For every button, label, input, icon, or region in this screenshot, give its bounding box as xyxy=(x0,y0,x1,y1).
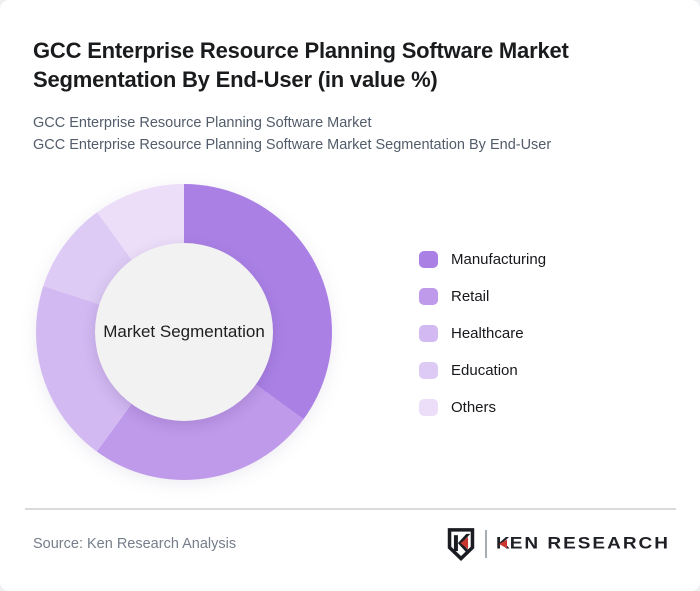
legend-swatch-others xyxy=(419,399,438,416)
logo-separator xyxy=(484,530,487,558)
subtitle-line-2: GCC Enterprise Resource Planning Softwar… xyxy=(33,136,552,153)
legend-label: Manufacturing xyxy=(451,251,547,268)
subtitle-line-1: GCC Enterprise Resource Planning Softwar… xyxy=(33,115,372,131)
footer-divider xyxy=(25,508,676,510)
legend-item-others[interactable]: Others xyxy=(419,399,546,416)
ken-research-wordmark: K EN RESEARCH xyxy=(496,534,670,553)
wordmark-rest: EN RESEARCH xyxy=(509,534,670,553)
donut-center: Market Segmentation xyxy=(95,243,273,421)
legend-item-manufacturing[interactable]: Manufacturing xyxy=(419,251,546,268)
legend-item-retail[interactable]: Retail xyxy=(419,288,546,305)
donut-center-label: Market Segmentation xyxy=(103,322,265,341)
legend-label: Retail xyxy=(451,288,490,305)
legend-label: Others xyxy=(451,399,497,416)
legend-swatch-healthcare xyxy=(419,325,438,342)
donut-ring[interactable]: Market Segmentation xyxy=(36,184,332,480)
ken-research-shield-icon xyxy=(447,528,475,561)
red-triangle-icon xyxy=(498,539,507,549)
chart-title: GCC Enterprise Resource Planning Softwar… xyxy=(33,38,569,92)
legend-label: Education xyxy=(451,362,518,379)
legend-item-education[interactable]: Education xyxy=(419,362,546,379)
ken-research-logo: K EN RESEARCH xyxy=(446,525,670,563)
chart-subtitle: GCC Enterprise Resource Planning Softwar… xyxy=(33,113,673,156)
legend-swatch-retail xyxy=(419,288,438,305)
legend-swatch-manufacturing xyxy=(419,251,438,268)
legend-item-healthcare[interactable]: Healthcare xyxy=(419,325,546,342)
legend: Manufacturing Retail Healthcare Educatio… xyxy=(419,251,546,416)
source-note: Source: Ken Research Analysis xyxy=(33,536,237,552)
legend-swatch-education xyxy=(419,362,438,379)
legend-label: Healthcare xyxy=(451,325,524,342)
